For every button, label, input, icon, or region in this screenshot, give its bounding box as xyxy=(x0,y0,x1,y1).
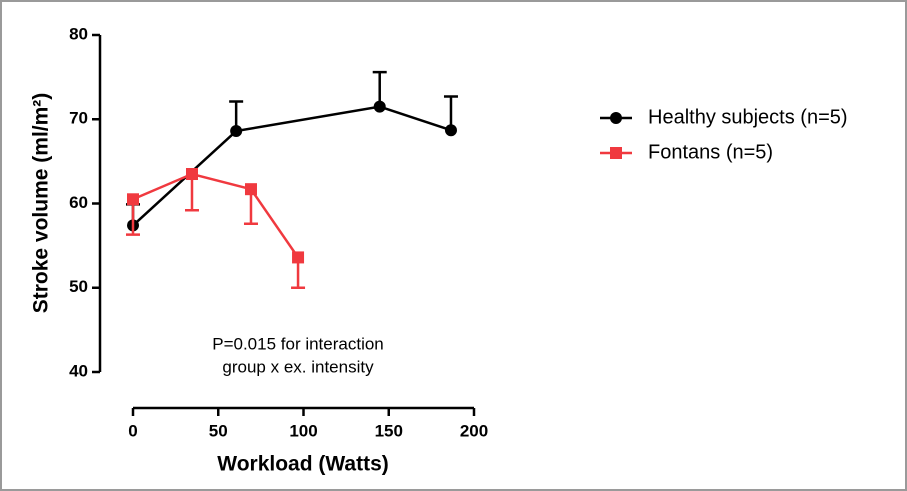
legend-label: Fontans (n=5) xyxy=(648,141,773,163)
series-line xyxy=(132,105,452,227)
legend-marker xyxy=(610,147,622,159)
x-tick-label: 100 xyxy=(289,421,317,440)
y-axis-label: Stroke volume (ml/m²) xyxy=(30,93,53,314)
legend-marker xyxy=(610,112,622,124)
data-point xyxy=(230,125,243,138)
y-tick-label: 70 xyxy=(69,109,88,128)
data-point xyxy=(373,100,386,113)
series-line xyxy=(132,172,300,259)
x-axis-label: Workload (Watts) xyxy=(217,453,389,476)
y-tick-label: 40 xyxy=(69,361,88,380)
data-point xyxy=(444,124,457,137)
y-tick-label: 50 xyxy=(69,277,88,296)
data-point xyxy=(244,183,257,196)
legend-label: Healthy subjects (n=5) xyxy=(648,106,848,128)
x-tick-label: 0 xyxy=(128,421,137,440)
x-tick-label: 150 xyxy=(375,421,403,440)
annotation: P=0.015 for interaction xyxy=(212,334,384,353)
y-tick-label: 60 xyxy=(69,193,88,212)
annotation: group x ex. intensity xyxy=(222,357,374,376)
x-tick-label: 50 xyxy=(209,421,228,440)
x-tick-label: 200 xyxy=(460,421,488,440)
data-point xyxy=(292,251,305,264)
data-point xyxy=(185,168,198,181)
error-bar xyxy=(184,174,199,212)
data-point xyxy=(127,193,139,206)
y-tick-label: 80 xyxy=(69,24,88,43)
